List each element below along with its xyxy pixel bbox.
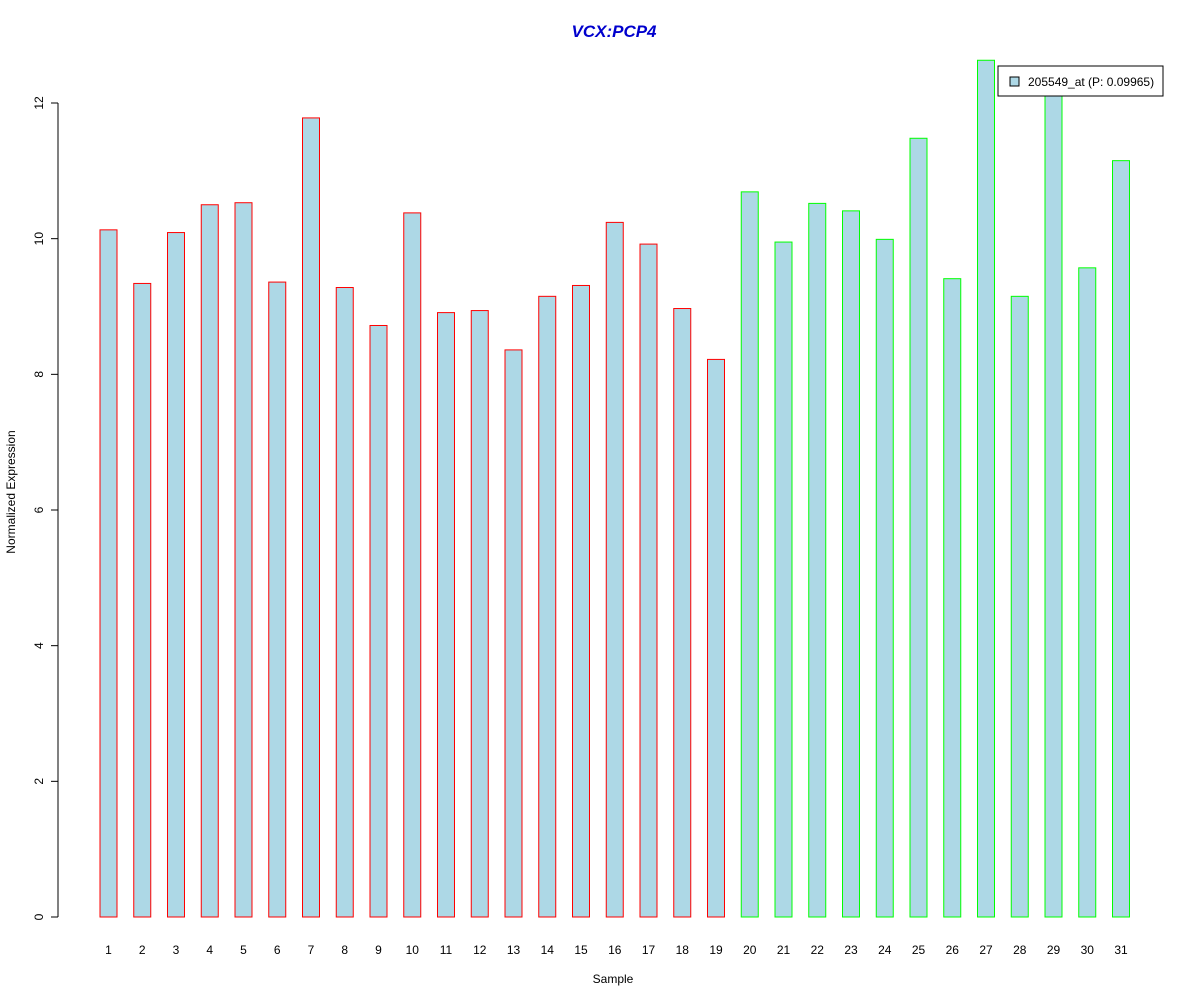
x-tick-label-16: 16 [608,943,622,957]
legend-box [997,65,1164,97]
bar-sample-24 [875,238,894,918]
bar-sample-28 [1010,295,1029,918]
bars-layer [99,59,1130,918]
bar-sample-23 [842,210,860,918]
bar-sample-26 [943,278,962,918]
x-tick-label-2: 2 [139,943,146,957]
bar-sample-3 [167,232,185,918]
x-tick-label-6: 6 [274,943,281,957]
legend: 205549_at (P: 0.09965) [997,65,1164,97]
x-tick-label-24: 24 [878,943,892,957]
y-tick-label-4: 4 [32,642,46,649]
bar-sample-7 [302,117,320,918]
x-tick-label-9: 9 [375,943,382,957]
bar-sample-31 [1112,160,1130,918]
x-tick-label-25: 25 [912,943,926,957]
x-tick-label-7: 7 [308,943,315,957]
x-tick-label-23: 23 [844,943,858,957]
x-tick-label-30: 30 [1081,943,1095,957]
bar-sample-14 [538,295,557,918]
chart-title: VCX:PCP4 [571,22,657,41]
x-tick-label-19: 19 [709,943,723,957]
x-tick-label-10: 10 [406,943,420,957]
x-tick-label-31: 31 [1114,943,1128,957]
legend-swatch [1009,76,1020,87]
x-tick-label-26: 26 [946,943,960,957]
bar-sample-17 [639,243,658,918]
x-tick-label-5: 5 [240,943,247,957]
y-tick-label-8: 8 [32,371,46,378]
bar-sample-5 [234,202,253,918]
bar-sample-25 [909,137,928,918]
x-axis-title: Sample [593,972,634,986]
x-tick-label-14: 14 [541,943,555,957]
bar-sample-19 [707,358,725,918]
bar-sample-9 [369,324,388,918]
y-tick-label-10: 10 [32,232,46,246]
bar-sample-18 [673,308,692,918]
x-tick-label-8: 8 [341,943,348,957]
bar-sample-30 [1078,267,1097,918]
bar-sample-29 [1044,85,1063,918]
x-tick-label-17: 17 [642,943,656,957]
legend-label: 205549_at (P: 0.09965) [1028,75,1154,89]
y-tick-label-0: 0 [32,913,46,920]
y-tick-label-12: 12 [32,96,46,110]
x-tick-label-12: 12 [473,943,487,957]
bar-sample-21 [774,241,793,918]
bar-sample-12 [470,310,489,918]
x-tick-label-27: 27 [979,943,993,957]
bar-sample-1 [99,229,118,918]
x-tick-label-28: 28 [1013,943,1027,957]
x-tick-label-4: 4 [206,943,213,957]
y-tick-label-2: 2 [32,778,46,785]
bar-sample-27 [977,59,995,918]
bar-sample-15 [572,284,590,918]
x-tick-label-29: 29 [1047,943,1061,957]
bar-sample-2 [133,282,152,918]
x-tick-label-21: 21 [777,943,791,957]
x-tick-label-15: 15 [574,943,588,957]
x-tick-label-18: 18 [676,943,690,957]
x-tick-label-20: 20 [743,943,757,957]
y-axis-title: Normalized Expression [4,430,18,553]
bar-sample-11 [437,312,455,918]
bar-sample-4 [200,204,219,918]
bar-sample-22 [808,202,827,918]
bar-sample-10 [403,212,422,918]
bar-sample-8 [335,287,354,918]
x-tick-label-13: 13 [507,943,521,957]
bar-sample-6 [268,281,287,918]
x-tick-label-1: 1 [105,943,112,957]
y-tick-label-6: 6 [32,506,46,513]
bar-sample-20 [740,191,759,918]
x-tick-label-22: 22 [811,943,825,957]
x-tick-label-11: 11 [440,943,453,957]
x-tick-label-3: 3 [173,943,180,957]
bar-sample-16 [605,221,624,918]
y-axis: 0 2 4 6 8 10 12 [32,96,59,920]
x-axis-labels: 1 2 3 4 5 6 7 8 9 10 11 12 13 14 15 16 17 18 19 20 21 22 23 24 2… [105,943,1128,957]
bar-sample-13 [504,349,523,918]
